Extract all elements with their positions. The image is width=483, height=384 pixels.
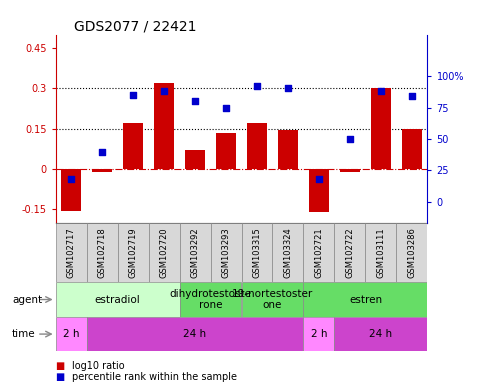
- Text: GSM102717: GSM102717: [67, 227, 75, 278]
- Point: [222, 105, 230, 111]
- Text: GSM102720: GSM102720: [159, 227, 169, 278]
- Bar: [149, 223, 180, 282]
- Point: [253, 83, 261, 89]
- Bar: [242, 223, 272, 282]
- Text: 24 h: 24 h: [369, 329, 393, 339]
- Text: dihydrotestoste
rone: dihydrotestoste rone: [170, 289, 252, 310]
- Bar: [272, 223, 303, 282]
- Bar: [180, 223, 211, 282]
- Bar: [366, 223, 397, 282]
- Text: 19-nortestoster
one: 19-nortestoster one: [232, 289, 313, 310]
- Bar: [334, 223, 366, 282]
- Point: [129, 92, 137, 98]
- Bar: [92, 169, 112, 172]
- Bar: [371, 88, 391, 169]
- Bar: [402, 129, 422, 169]
- Text: 24 h: 24 h: [184, 329, 207, 339]
- Text: GSM103315: GSM103315: [253, 227, 261, 278]
- Bar: [216, 133, 236, 169]
- Bar: [56, 317, 86, 351]
- Bar: [278, 130, 298, 169]
- Text: GSM102719: GSM102719: [128, 227, 138, 278]
- Text: GSM103292: GSM103292: [190, 227, 199, 278]
- Text: GSM102718: GSM102718: [98, 227, 107, 278]
- Text: GSM102721: GSM102721: [314, 227, 324, 278]
- Bar: [185, 150, 205, 169]
- Bar: [397, 223, 427, 282]
- Text: GSM103286: GSM103286: [408, 227, 416, 278]
- Point: [408, 93, 416, 99]
- Text: GDS2077 / 22421: GDS2077 / 22421: [74, 20, 197, 33]
- Bar: [247, 123, 267, 169]
- Text: GSM103293: GSM103293: [222, 227, 230, 278]
- Text: 2 h: 2 h: [63, 329, 79, 339]
- Bar: [211, 223, 242, 282]
- Text: GSM103324: GSM103324: [284, 227, 293, 278]
- Point: [98, 149, 106, 155]
- Text: GSM103111: GSM103111: [376, 227, 385, 278]
- Bar: [154, 83, 174, 169]
- Text: estradiol: estradiol: [95, 295, 141, 305]
- Bar: [180, 282, 242, 317]
- Point: [377, 88, 385, 94]
- Bar: [117, 223, 149, 282]
- Bar: [86, 317, 303, 351]
- Text: log10 ratio: log10 ratio: [72, 361, 125, 371]
- Text: time: time: [12, 329, 36, 339]
- Text: 2 h: 2 h: [311, 329, 327, 339]
- Point: [67, 176, 75, 182]
- Text: agent: agent: [12, 295, 42, 305]
- Text: ■: ■: [56, 372, 65, 382]
- Bar: [86, 223, 117, 282]
- Point: [284, 84, 292, 91]
- Text: ■: ■: [56, 361, 65, 371]
- Point: [346, 136, 354, 142]
- Bar: [56, 282, 180, 317]
- Bar: [309, 169, 329, 212]
- Bar: [303, 223, 334, 282]
- Point: [160, 88, 168, 94]
- Text: percentile rank within the sample: percentile rank within the sample: [72, 372, 238, 382]
- Bar: [242, 282, 303, 317]
- Bar: [303, 282, 427, 317]
- Text: GSM102722: GSM102722: [345, 227, 355, 278]
- Point: [191, 98, 199, 104]
- Bar: [56, 223, 86, 282]
- Bar: [340, 169, 360, 172]
- Bar: [123, 123, 143, 169]
- Point: [315, 176, 323, 182]
- Bar: [303, 317, 334, 351]
- Text: estren: estren: [349, 295, 382, 305]
- Bar: [334, 317, 427, 351]
- Bar: [61, 169, 81, 210]
